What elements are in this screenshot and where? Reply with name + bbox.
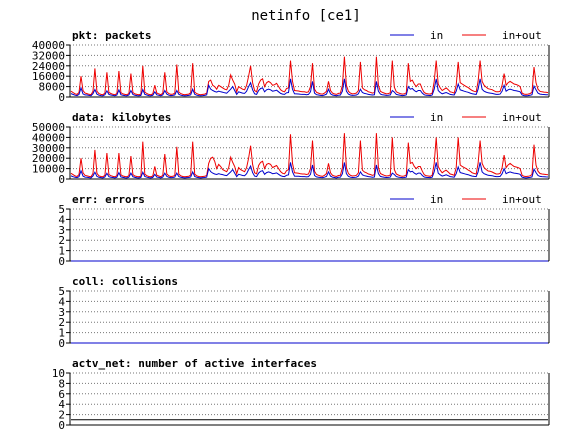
- y-tick-label: 6: [58, 388, 65, 401]
- panel-title: actv_net: number of active interfaces: [72, 357, 317, 370]
- y-tick-label: 4: [58, 295, 65, 308]
- y-tick-label: 0: [58, 419, 65, 432]
- y-tick-label: 5: [58, 285, 65, 298]
- y-tick-label: 3: [58, 224, 65, 237]
- panel-title: coll: collisions: [72, 275, 178, 288]
- y-tick-label: 30000: [32, 142, 65, 155]
- y-tick-label: 2: [58, 316, 65, 329]
- series-line-in-out: [70, 133, 549, 178]
- y-tick-label: 24000: [32, 60, 65, 73]
- y-tick-label: 0: [58, 91, 65, 104]
- y-tick-label: 0: [58, 337, 65, 350]
- y-tick-label: 40000: [32, 131, 65, 144]
- series-line-in: [70, 162, 549, 179]
- y-tick-label: 8000: [39, 81, 66, 94]
- y-tick-label: 50000: [32, 121, 65, 134]
- series-line-in: [70, 78, 549, 97]
- y-tick-label: 20000: [32, 152, 65, 165]
- panel-1: data: kilobytes 0100002000030000400005000…: [32, 111, 550, 186]
- y-tick-label: 4: [58, 398, 65, 411]
- y-tick-label: 1: [58, 327, 65, 340]
- y-tick-label: 3: [58, 306, 65, 319]
- y-tick-label: 32000: [32, 49, 65, 62]
- panel-title: err: errors: [72, 193, 145, 206]
- legend-label: in: [430, 111, 443, 124]
- legend-label: in: [430, 29, 443, 42]
- series-line-in-out: [70, 56, 549, 96]
- y-tick-label: 5: [58, 203, 65, 216]
- legend-label: in+out: [502, 193, 542, 206]
- panel-4: actv_net: number of active interfaces 024…: [52, 357, 550, 432]
- y-tick-label: 0: [58, 173, 65, 186]
- y-tick-label: 2: [58, 409, 65, 422]
- figure-title: netinfo [ce1]: [251, 8, 361, 24]
- y-tick-label: 2: [58, 234, 65, 247]
- legend-label: in+out: [502, 111, 542, 124]
- y-tick-label: 0: [58, 255, 65, 268]
- y-tick-label: 40000: [32, 39, 65, 52]
- panel-title: data: kilobytes: [72, 111, 171, 124]
- y-tick-label: 10: [52, 367, 65, 380]
- y-tick-label: 4: [58, 213, 65, 226]
- y-tick-label: 16000: [32, 70, 65, 83]
- y-tick-label: 1: [58, 245, 65, 258]
- y-tick-label: 10000: [32, 163, 65, 176]
- legend-label: in+out: [502, 29, 542, 42]
- panel-title: pkt: packets: [72, 29, 151, 42]
- legend-label: in: [430, 193, 443, 206]
- y-tick-label: 8: [58, 377, 65, 390]
